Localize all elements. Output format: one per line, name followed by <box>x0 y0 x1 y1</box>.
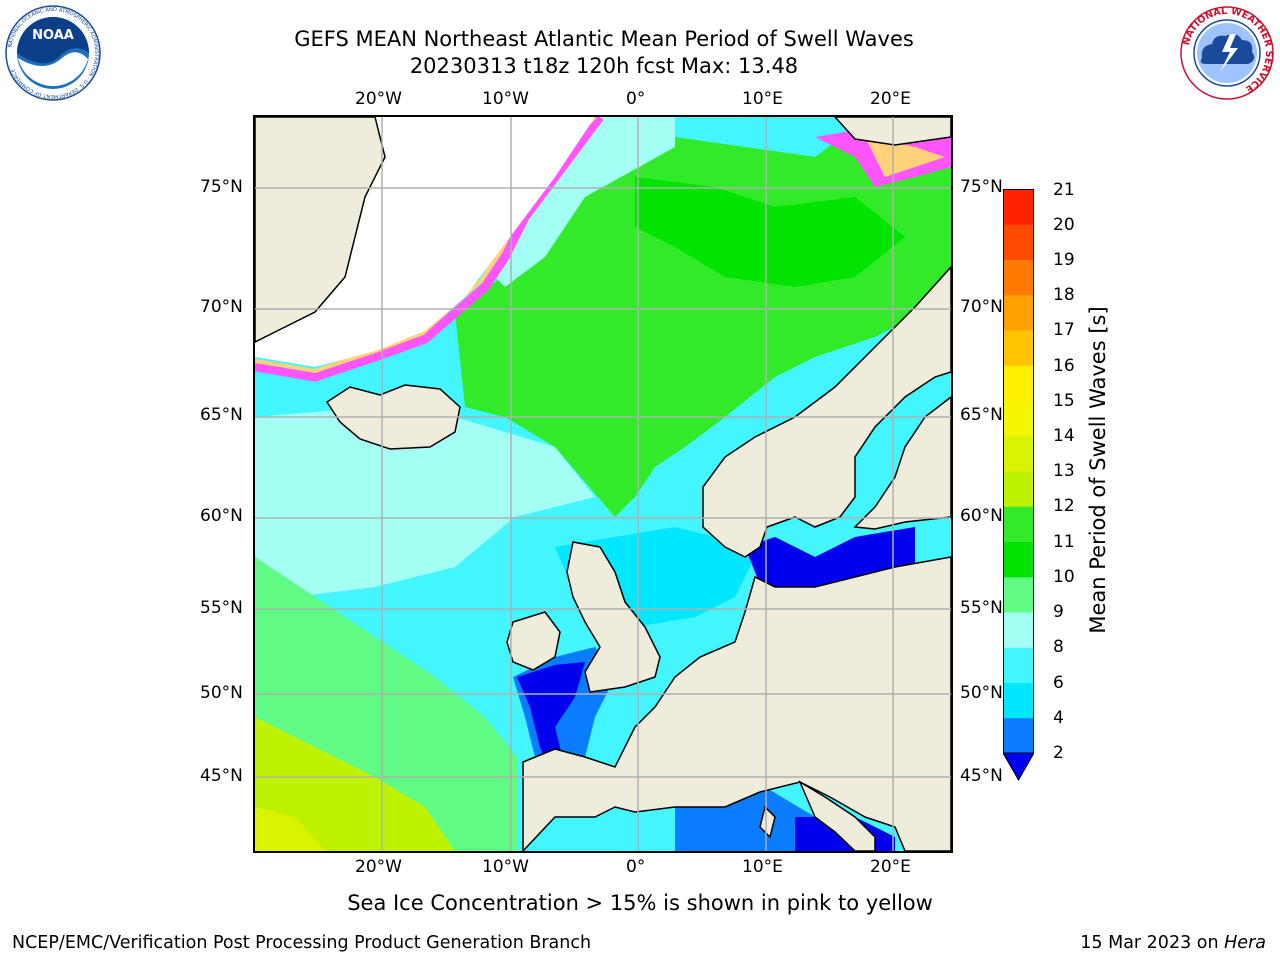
cbar-tick-11: 11 <box>1053 532 1075 552</box>
colorbar-band-15-16 <box>1003 365 1034 401</box>
lat-label-right-65n: 65°N <box>960 405 1003 425</box>
lon-label-top-10w: 10°W <box>482 89 529 109</box>
cbar-tick-14: 14 <box>1053 426 1075 446</box>
swell-zone-southwest-bright <box>255 717 455 851</box>
noaa-wordmark: NOAA <box>32 28 74 43</box>
colorbar-band-17-18 <box>1003 294 1034 331</box>
colorbar-band-16-17 <box>1003 330 1034 366</box>
ireland-land <box>506 611 561 671</box>
cbar-tick-18: 18 <box>1053 285 1075 305</box>
swell-period-map <box>253 115 953 853</box>
lon-label-top-20w: 20°W <box>355 89 402 109</box>
corsica-land <box>759 805 776 839</box>
footer-date-text: 15 Mar 2023 on <box>1080 933 1225 953</box>
swell-zone-north-bright <box>635 177 905 287</box>
footer-machine: Hera <box>1224 933 1266 953</box>
cbar-tick-13: 13 <box>1053 461 1075 481</box>
colorbar-band-13-14 <box>1003 435 1034 472</box>
lat-label-right-75n: 75°N <box>960 177 1003 197</box>
lat-label-left-55n: 55°N <box>200 598 243 618</box>
lat-label-right-55n: 55°N <box>960 598 1003 618</box>
colorbar-bands <box>1002 189 1035 782</box>
lon-label-bottom-20w: 20°W <box>355 857 402 877</box>
cbar-tick-4: 4 <box>1053 708 1064 728</box>
swell-zone-southwest-yellow <box>255 807 325 851</box>
cbar-tick-8: 8 <box>1053 637 1064 657</box>
lat-label-left-75n: 75°N <box>200 177 243 197</box>
lat-label-right-50n: 50°N <box>960 683 1003 703</box>
greenland-land <box>255 117 386 343</box>
cbar-tick-15: 15 <box>1053 391 1075 411</box>
cbar-tick-16: 16 <box>1053 356 1075 376</box>
cbar-tick-10: 10 <box>1053 567 1075 587</box>
lat-label-right-45n: 45°N <box>960 766 1003 786</box>
lon-label-top-20e: 20°E <box>870 89 911 109</box>
colorbar-band-10-11 <box>1003 541 1034 578</box>
great-britain-land <box>566 541 661 693</box>
map-title-line1: GEFS MEAN Northeast Atlantic Mean Period… <box>294 27 914 51</box>
colorbar-band-6-8 <box>1003 647 1034 683</box>
colorbar-band-2-4 <box>1003 717 1034 754</box>
colorbar-band-20-21 <box>1003 189 1034 225</box>
cbar-tick-6: 6 <box>1053 673 1064 693</box>
footer-credit: NCEP/EMC/Verification Post Processing Pr… <box>12 933 592 953</box>
lat-label-left-45n: 45°N <box>200 766 243 786</box>
graticule <box>255 117 951 851</box>
lon-label-top-0: 0° <box>626 89 646 109</box>
lon-label-bottom-10w: 10°W <box>482 857 529 877</box>
colorbar-band-12-13 <box>1003 471 1034 507</box>
lat-label-right-70n: 70°N <box>960 297 1003 317</box>
lat-label-left-65n: 65°N <box>200 405 243 425</box>
cbar-tick-2: 2 <box>1053 743 1064 763</box>
colorbar-band-11-12 <box>1003 506 1034 542</box>
noaa-logo: NOAA NATIONAL OCEANIC AND ATMOSPHERIC AD… <box>5 5 101 101</box>
colorbar-band-8-9 <box>1003 612 1034 648</box>
colorbar-band-4-6 <box>1003 682 1034 719</box>
cbar-tick-12: 12 <box>1053 496 1075 516</box>
colorbar-extend-arrow <box>1002 752 1035 782</box>
colorbar-band-14-15 <box>1003 400 1034 437</box>
footer-date: 15 Mar 2023 on Hera <box>1080 933 1266 953</box>
colorbar-band-9-10 <box>1003 576 1034 613</box>
cbar-tick-19: 19 <box>1053 250 1075 270</box>
lon-label-bottom-10e: 10°E <box>742 857 783 877</box>
italy-land <box>798 780 876 851</box>
cbar-tick-17: 17 <box>1053 320 1075 340</box>
finland-land <box>853 396 951 530</box>
lat-label-left-60n: 60°N <box>200 506 243 526</box>
lat-label-left-70n: 70°N <box>200 297 243 317</box>
lon-label-bottom-20e: 20°E <box>870 857 911 877</box>
cbar-tick-9: 9 <box>1053 602 1064 622</box>
map-title-line2: 20230313 t18z 120h fcst Max: 13.48 <box>409 54 799 78</box>
colorbar-band-18-19 <box>1003 259 1034 296</box>
cbar-tick-20: 20 <box>1053 215 1075 235</box>
colorbar-band-19-20 <box>1003 224 1034 260</box>
nws-logo: NATIONAL WEATHER SERVICE <box>1180 6 1274 100</box>
lon-label-top-10e: 10°E <box>742 89 783 109</box>
colorbar-label: Mean Period of Swell Waves [s] <box>1086 306 1110 634</box>
lat-label-right-60n: 60°N <box>960 506 1003 526</box>
sea-ice-east-yellow <box>865 137 945 177</box>
sea-ice-edge <box>255 117 604 382</box>
swell-zone-mid-light <box>255 407 595 597</box>
colorbar-outline <box>1003 189 1034 754</box>
sea-ice-caption: Sea Ice Concentration > 15% is shown in … <box>347 891 933 915</box>
colorbar <box>1002 189 1035 782</box>
lon-label-bottom-0: 0° <box>626 857 646 877</box>
cbar-tick-21: 21 <box>1053 180 1075 200</box>
lat-label-left-50n: 50°N <box>200 683 243 703</box>
